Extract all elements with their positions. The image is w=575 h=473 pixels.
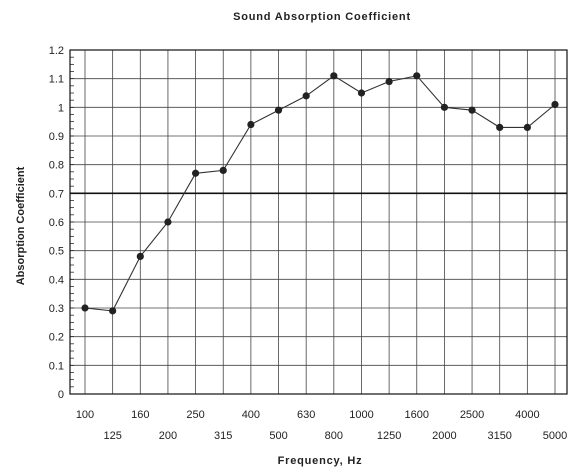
y-tick-label: 0.5 (49, 246, 64, 258)
x-tick-labels: 100 125 160 200 250 315 400 500 630 800 1000 1250 16… (76, 409, 567, 442)
x-tick-label: 4000 (515, 409, 539, 421)
y-tick-label: 0.4 (49, 274, 64, 286)
data-point (247, 120, 255, 129)
data-point (551, 100, 559, 109)
plot-frame (69, 49, 568, 395)
data-points (81, 72, 559, 315)
x-tick-label: 500 (269, 430, 287, 442)
data-point (109, 307, 117, 315)
x-tick-label: 100 (76, 409, 94, 421)
y-tick-label: 1 (58, 102, 64, 114)
data-point (191, 169, 200, 177)
x-tick-label: 3150 (487, 430, 511, 442)
y-tick-label: 0.7 (49, 188, 64, 200)
x-tick-label: 2500 (460, 409, 484, 421)
x-tick-label: 800 (325, 430, 343, 442)
data-point (440, 103, 449, 111)
x-tick-label: 160 (131, 409, 149, 421)
data-point (81, 304, 89, 312)
data-point (302, 92, 310, 100)
data-point (136, 252, 144, 260)
series-line (84, 75, 556, 312)
y-tick-labels: 0 0.1 0.2 0.3 0.4 0.5 0.6 0.7 0.8 0.9 1 1.1 1.2 (49, 45, 64, 401)
y-tick-label: 0.2 (49, 332, 64, 344)
y-axis-label: Absorption Coefficient (15, 166, 27, 285)
y-tick-label: 0.1 (49, 360, 64, 372)
data-point (468, 106, 476, 114)
x-tick-label: 250 (186, 409, 204, 421)
y-tick-label: 0.8 (49, 160, 64, 172)
grid (70, 49, 567, 395)
x-tick-label: 1000 (349, 409, 373, 421)
data-point (219, 166, 227, 174)
x-tick-label: 400 (242, 409, 260, 421)
y-tick-label: 0 (58, 389, 64, 401)
minor-ticks (70, 49, 74, 395)
y-tick-label: 1.1 (49, 74, 64, 86)
x-tick-label: 125 (103, 430, 121, 442)
x-axis-label: Frequency, Hz (278, 455, 363, 467)
y-tick-label: 0.6 (49, 217, 64, 229)
x-tick-label: 5000 (543, 430, 567, 442)
y-tick-label: 0.3 (49, 303, 64, 315)
y-tick-label: 1.2 (49, 45, 64, 57)
data-point (330, 72, 338, 80)
data-point (385, 77, 393, 86)
data-point (357, 89, 366, 97)
x-tick-label: 1250 (377, 430, 401, 442)
x-tick-label: 200 (159, 430, 177, 442)
data-point (164, 218, 172, 226)
y-tick-label: 0.9 (49, 131, 64, 143)
data-point (413, 72, 421, 80)
x-tick-label: 1600 (405, 409, 429, 421)
data-point (523, 123, 531, 131)
x-tick-label: 630 (297, 409, 315, 421)
x-tick-label: 315 (214, 430, 232, 442)
x-tick-label: 2000 (432, 430, 456, 442)
data-point (496, 123, 504, 131)
chart-title: Sound Absorption Coefficient (233, 11, 411, 23)
data-point (274, 106, 283, 114)
